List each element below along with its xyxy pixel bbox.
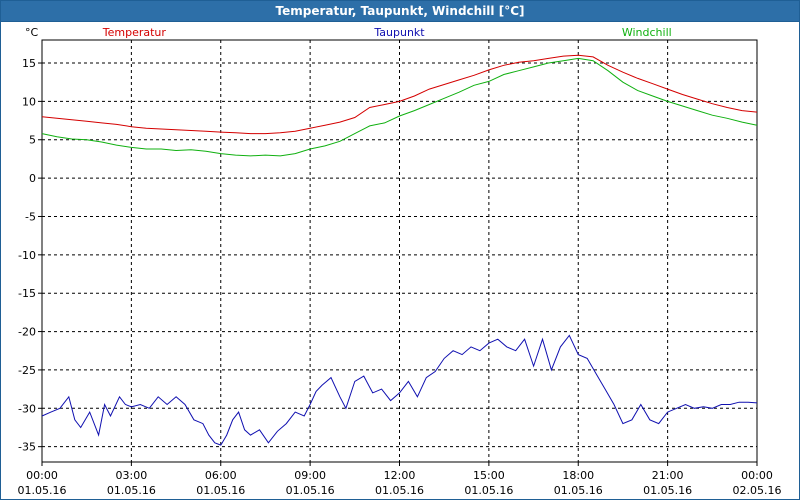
y-tick-label: 5 bbox=[29, 134, 36, 147]
y-tick-label: -30 bbox=[18, 402, 36, 415]
y-axis-ticks: 15 10 5 0 -5 -10 -15 -20 -25 -30 -35 bbox=[18, 57, 42, 454]
y-tick-label: -15 bbox=[18, 287, 36, 300]
series-line-taupunkt bbox=[41, 334, 758, 446]
y-tick-label: -20 bbox=[18, 326, 36, 339]
y-tick-label: -35 bbox=[18, 441, 36, 454]
x-tick-date: 01.05.16 bbox=[643, 484, 692, 497]
x-tick-date: 01.05.16 bbox=[107, 484, 156, 497]
chart-legend: Temperatur Taupunkt Windchill bbox=[102, 26, 672, 39]
series-line-temperatur bbox=[41, 54, 758, 135]
legend-temperatur: Temperatur bbox=[102, 26, 167, 39]
y-axis-unit: °C bbox=[25, 26, 39, 39]
x-tick-time: 18:00 bbox=[562, 469, 594, 482]
chart-grid bbox=[42, 40, 757, 462]
x-tick-date: 01.05.16 bbox=[18, 484, 67, 497]
x-tick-time: 00:00 bbox=[741, 469, 773, 482]
x-tick-date: 01.05.16 bbox=[196, 484, 245, 497]
x-tick-time: 03:00 bbox=[116, 469, 148, 482]
x-tick-date: 01.05.16 bbox=[375, 484, 424, 497]
x-tick-date: 02.05.16 bbox=[733, 484, 782, 497]
x-tick-time: 09:00 bbox=[294, 469, 326, 482]
series-line-windchill bbox=[41, 57, 758, 157]
y-tick-label: -25 bbox=[18, 364, 36, 377]
x-axis-ticks: 00:00 01.05.16 03:00 01.05.16 06:00 01.05.16 0… bbox=[18, 462, 782, 497]
x-tick-date: 01.05.16 bbox=[286, 484, 335, 497]
x-tick-time: 15:00 bbox=[473, 469, 505, 482]
legend-windchill: Windchill bbox=[622, 26, 672, 39]
y-tick-label: -10 bbox=[18, 249, 36, 262]
y-tick-label: 15 bbox=[22, 57, 36, 70]
y-tick-label: 0 bbox=[29, 172, 36, 185]
x-tick-date: 01.05.16 bbox=[464, 484, 513, 497]
chart-canvas: 15 10 5 0 -5 -10 -15 -20 -25 -30 -35 00:00 01.05.16… bbox=[18, 26, 782, 497]
x-tick-time: 06:00 bbox=[205, 469, 237, 482]
x-tick-date: 01.05.16 bbox=[554, 484, 603, 497]
y-tick-label: 10 bbox=[22, 95, 36, 108]
x-tick-time: 12:00 bbox=[384, 469, 416, 482]
y-tick-label: -5 bbox=[25, 210, 36, 223]
x-tick-time: 21:00 bbox=[652, 469, 684, 482]
legend-taupunkt: Taupunkt bbox=[373, 26, 425, 39]
chart-series bbox=[41, 54, 758, 446]
window-title: Temperatur, Taupunkt, Windchill [°C] bbox=[1, 1, 799, 22]
x-tick-time: 00:00 bbox=[26, 469, 58, 482]
